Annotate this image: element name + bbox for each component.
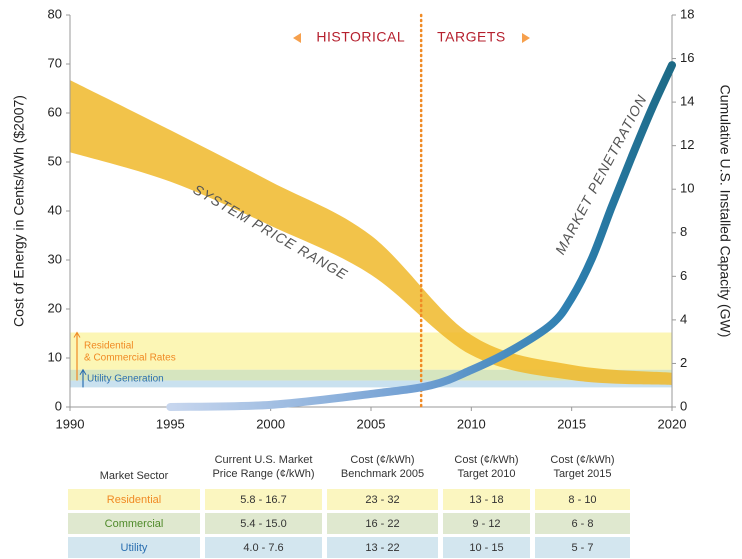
y2-tick-label: 12 [680,137,694,152]
y2-tick-label: 18 [680,6,694,21]
table-cell-bg [443,489,530,510]
table-header: Target 2010 [457,468,515,480]
table-cell: 5.4 - 15.0 [240,518,286,530]
x-tick-label: 1995 [156,416,185,431]
table-cell-bg [443,537,530,558]
x-tick-label: 2005 [357,416,386,431]
table-cell-bg [327,537,438,558]
table-cell-bg [68,537,200,558]
table-cell: 8 - 10 [568,494,596,506]
arrow-left [293,33,301,43]
table-cell: 5 - 7 [571,542,593,554]
table-cell: 9 - 12 [472,518,500,530]
x-tick-label: 1990 [56,416,85,431]
table-cell-bg [327,489,438,510]
table-cell-bg [68,489,200,510]
table-cell: 4.0 - 7.6 [243,542,283,554]
x-tick-label: 2020 [658,416,687,431]
rate-arrow-head [73,331,81,338]
table-cell: 23 - 32 [365,494,399,506]
y-tick-label: 80 [48,6,62,21]
y2-tick-label: 8 [680,224,687,239]
table-header: Market Sector [100,470,169,482]
table-header: Target 2015 [553,468,611,480]
rate-label: Utility Generation [87,374,164,385]
table-cell: 5.8 - 16.7 [240,494,286,506]
y2-tick-label: 6 [680,268,687,283]
table-header: Benchmark 2005 [341,468,424,480]
table-cell-bg [535,513,630,534]
arrow-right [522,33,530,43]
annotation-targets: TARGETS [437,29,506,45]
table-cell-bg [205,489,322,510]
table-header: Price Range (¢/kWh) [212,468,314,480]
y2-tick-label: 14 [680,94,694,109]
table-header: Cost (¢/kWh) [454,454,518,466]
rate-arrow-head [79,368,87,376]
table-cell: 13 - 22 [365,542,399,554]
x-tick-label: 2000 [256,416,285,431]
y-tick-label: 10 [48,349,62,364]
x-tick-label: 2010 [457,416,486,431]
table-cell-bg [535,537,630,558]
table-cell-bg [443,513,530,534]
y-tick-label: 60 [48,104,62,119]
table-cell: 16 - 22 [365,518,399,530]
annotation-historical: HISTORICAL [316,29,405,45]
table-header: Current U.S. Market [215,454,313,466]
y2-tick-label: 4 [680,311,687,326]
rate-band [70,369,672,381]
table-cell-bg [205,537,322,558]
table-cell: Residential [107,494,161,506]
table-cell-bg [535,489,630,510]
y-tick-label: 0 [55,398,62,413]
table-cell: 10 - 15 [469,542,503,554]
table-cell: Commercial [105,518,164,530]
table-header: Cost (¢/kWh) [350,454,414,466]
table-header: Cost (¢/kWh) [550,454,614,466]
y-tick-label: 40 [48,202,62,217]
rate-label: Residential [84,341,133,352]
y2-tick-label: 10 [680,181,694,196]
y-axis-label: Cost of Energy in Cents/kWh ($2007) [11,95,27,327]
table-cell: 6 - 8 [571,518,593,530]
price-band [70,80,672,385]
y-tick-label: 50 [48,153,62,168]
table-cell: Utility [121,542,148,554]
y-tick-label: 20 [48,300,62,315]
y2-tick-label: 0 [680,398,687,413]
y-tick-label: 30 [48,251,62,266]
rate-band [70,332,672,370]
rate-label: & Commercial Rates [84,353,176,364]
rate-band [70,380,672,388]
series-line [166,61,676,411]
x-tick-label: 2015 [557,416,586,431]
table-cell-bg [68,513,200,534]
y2-axis-label: Cumulative U.S. Installed Capacity (GW) [717,85,733,338]
table-cell-bg [205,513,322,534]
y2-tick-label: 16 [680,50,694,65]
table-cell-bg [327,513,438,534]
table-cell: 13 - 18 [469,494,503,506]
y-tick-label: 70 [48,55,62,70]
y2-tick-label: 2 [680,355,687,370]
